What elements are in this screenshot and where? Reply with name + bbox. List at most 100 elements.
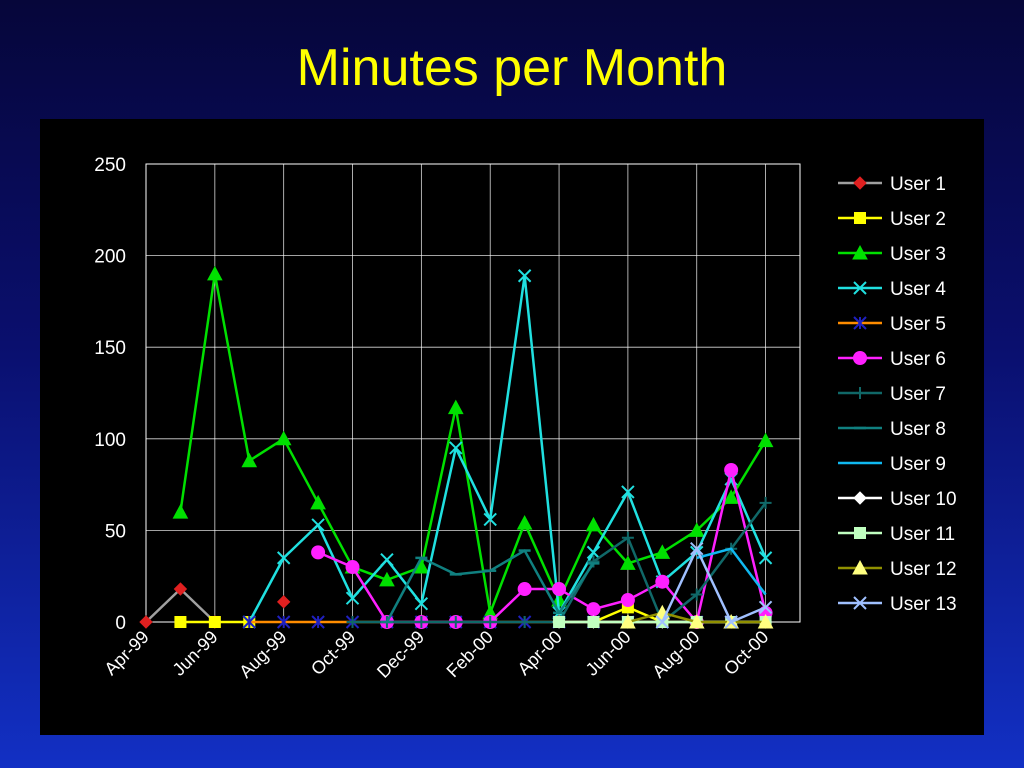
data-point xyxy=(345,591,360,605)
data-point xyxy=(172,504,189,519)
data-point xyxy=(688,522,705,537)
data-point xyxy=(449,616,462,628)
data-point xyxy=(516,515,533,530)
legend-item: User 9 xyxy=(838,454,946,475)
data-point xyxy=(852,244,868,260)
grid xyxy=(145,163,801,623)
data-point xyxy=(311,518,325,532)
x-tick-label: Apr-00 xyxy=(514,627,566,679)
legend-label: User 1 xyxy=(890,174,946,195)
data-point xyxy=(620,593,635,608)
series-6 xyxy=(311,462,773,629)
x-tick-label: Jun-99 xyxy=(169,627,222,680)
series-13 xyxy=(655,542,773,629)
data-point xyxy=(310,494,326,510)
legend-item: User 11 xyxy=(838,524,955,545)
data-point xyxy=(517,269,532,283)
y-tick-label: 0 xyxy=(115,613,126,634)
legend-item: User 6 xyxy=(838,349,946,370)
data-point xyxy=(241,452,258,468)
legend-label: User 4 xyxy=(890,279,946,300)
legend-item: User 1 xyxy=(838,174,946,195)
data-point xyxy=(311,615,325,629)
legend-label: User 13 xyxy=(890,594,957,615)
data-point xyxy=(853,316,867,330)
data-point xyxy=(724,615,738,629)
legend-label: User 12 xyxy=(890,559,957,580)
data-point xyxy=(346,616,359,628)
series-group xyxy=(139,265,774,629)
data-point xyxy=(173,582,188,596)
data-point xyxy=(552,582,567,597)
series-3 xyxy=(172,265,774,620)
data-point xyxy=(449,441,463,455)
series-line xyxy=(696,547,767,596)
legend-label: User 8 xyxy=(890,419,946,440)
data-point xyxy=(380,553,394,567)
data-point xyxy=(759,496,772,509)
data-point xyxy=(853,596,867,610)
data-point xyxy=(585,516,602,532)
data-point xyxy=(311,545,326,560)
data-point xyxy=(379,571,395,587)
data-point xyxy=(655,615,670,629)
series-8 xyxy=(380,549,600,624)
x-tick-label: Feb-00 xyxy=(443,627,497,681)
data-point xyxy=(853,351,867,365)
data-point xyxy=(854,387,866,399)
legend-item: User 5 xyxy=(838,314,946,335)
legend-item: User 10 xyxy=(838,489,957,510)
data-point xyxy=(586,545,601,560)
data-point xyxy=(484,616,497,628)
y-tick-label: 50 xyxy=(105,521,126,542)
legend-label: User 5 xyxy=(890,314,946,335)
data-point xyxy=(621,531,634,544)
data-point xyxy=(757,613,774,629)
legend-item: User 8 xyxy=(838,419,946,440)
data-point xyxy=(620,555,636,570)
y-tick-label: 150 xyxy=(94,338,126,359)
data-point xyxy=(517,582,532,597)
series-4 xyxy=(242,269,773,629)
data-point xyxy=(757,432,774,448)
legend-label: User 6 xyxy=(890,349,946,370)
y-tick-label: 200 xyxy=(94,247,126,268)
data-point xyxy=(655,574,670,589)
data-point xyxy=(723,489,739,504)
data-point xyxy=(276,551,291,565)
data-point xyxy=(853,491,867,505)
data-point xyxy=(853,176,867,190)
data-point xyxy=(853,281,867,295)
x-tick-label: Dec-99 xyxy=(373,627,428,682)
data-point xyxy=(518,616,531,628)
data-point xyxy=(852,559,868,575)
slide-title: Minutes per Month xyxy=(296,39,728,97)
data-point xyxy=(415,616,428,628)
data-point xyxy=(139,615,153,629)
data-point xyxy=(275,430,292,446)
data-point xyxy=(208,616,221,628)
data-point xyxy=(724,462,739,477)
x-tick-label: Oct-00 xyxy=(720,627,772,679)
data-point xyxy=(854,212,866,224)
data-point xyxy=(690,542,704,556)
data-point xyxy=(758,551,773,565)
data-point xyxy=(688,613,705,629)
x-tick-label: Apr-99 xyxy=(100,627,152,679)
legend-label: User 2 xyxy=(890,209,946,230)
data-point xyxy=(690,588,703,601)
data-point xyxy=(483,512,497,527)
legend-item: User 4 xyxy=(838,279,946,300)
data-point xyxy=(553,616,566,628)
x-tick-label: Oct-99 xyxy=(307,627,359,679)
data-point xyxy=(276,615,291,629)
data-point xyxy=(414,596,429,611)
data-point xyxy=(345,560,360,575)
data-point xyxy=(586,602,601,617)
legend-item: User 7 xyxy=(838,384,946,405)
data-point xyxy=(174,616,187,628)
line-chart: 0 50 100 150 200 250 Apr-99 Jun-99 Aug-99 Oct-99 D… xyxy=(94,155,957,682)
series-9 xyxy=(696,547,767,596)
y-tick-label: 250 xyxy=(94,155,126,176)
x-tick-label: Jun-00 xyxy=(582,627,635,680)
